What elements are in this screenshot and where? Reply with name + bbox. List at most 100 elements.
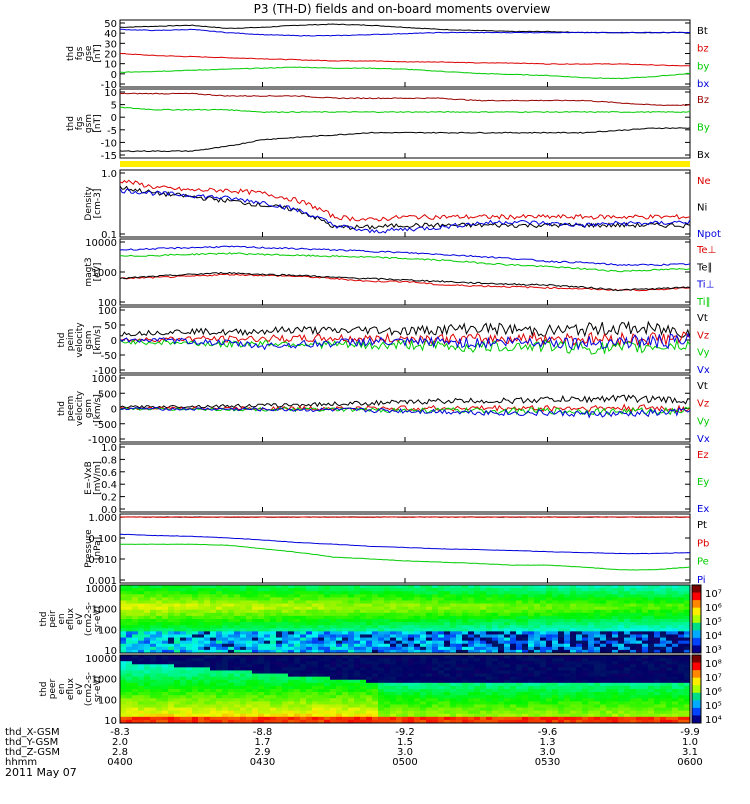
spectrogram-cell — [612, 674, 618, 677]
spectrogram-cell — [138, 689, 144, 692]
spectrogram-cell — [378, 594, 384, 597]
spectrogram-cell — [684, 655, 690, 658]
spectrogram-cell — [546, 714, 552, 717]
spectrogram-cell — [480, 631, 486, 634]
spectrogram-cell — [372, 585, 378, 588]
spectrogram-cell — [126, 641, 132, 644]
spectrogram-cell — [594, 677, 600, 680]
spectrogram-cell — [342, 588, 348, 591]
spectrogram-cell — [156, 638, 162, 641]
spectrogram-cell — [630, 644, 636, 647]
spectrogram-cell — [438, 625, 444, 628]
spectrogram-cell — [132, 695, 138, 698]
spectrogram-cell — [138, 641, 144, 644]
spectrogram-cell — [630, 701, 636, 704]
spectrogram-cell — [246, 607, 252, 610]
spectrogram-cell — [324, 670, 330, 673]
spectrogram-cell — [420, 600, 426, 603]
spectrogram-cell — [348, 680, 354, 683]
spectrogram-cell — [366, 631, 372, 634]
spectrogram-cell — [552, 701, 558, 704]
spectrogram-cell — [390, 698, 396, 701]
spectrogram-cell — [558, 625, 564, 628]
spectrogram-cell — [552, 711, 558, 714]
spectrogram-cell — [378, 717, 384, 720]
spectrogram-cell — [312, 711, 318, 714]
spectrogram-cell — [432, 613, 438, 616]
spectrogram-cell — [636, 686, 642, 689]
spectrogram-cell — [576, 683, 582, 686]
spectrogram-cell — [456, 689, 462, 692]
spectrogram-cell — [378, 631, 384, 634]
spectrogram-cell — [600, 661, 606, 664]
spectrogram-cell — [564, 670, 570, 673]
spectrogram-cell — [360, 634, 366, 637]
spectrogram-cell — [540, 683, 546, 686]
spectrogram-cell — [132, 616, 138, 619]
spectrogram-cell — [186, 661, 192, 664]
spectrogram-cell — [276, 634, 282, 637]
spectrogram-cell — [186, 695, 192, 698]
spectrogram-cell — [420, 616, 426, 619]
spectrogram-cell — [228, 644, 234, 647]
spectrogram-cell — [528, 661, 534, 664]
spectrogram-cell — [678, 661, 684, 664]
spectrogram-cell — [468, 714, 474, 717]
spectrogram-cell — [144, 661, 150, 664]
spectrogram-cell — [678, 597, 684, 600]
spectrogram-cell — [120, 695, 126, 698]
spectrogram-cell — [426, 704, 432, 707]
spectrogram-cell — [156, 667, 162, 670]
spectrogram-cell — [486, 634, 492, 637]
spectrogram-cell — [612, 711, 618, 714]
series-bx — [120, 29, 690, 36]
spectrogram-cell — [426, 661, 432, 664]
spectrogram-cell — [534, 692, 540, 695]
spectrogram-cell — [618, 683, 624, 686]
spectrogram-cell — [582, 625, 588, 628]
spectrogram-cell — [228, 625, 234, 628]
spectrogram-cell — [492, 708, 498, 711]
spectrogram-cell — [414, 585, 420, 588]
legend-entry: By — [697, 123, 710, 134]
spectrogram-cell — [276, 644, 282, 647]
spectrogram-cell — [624, 701, 630, 704]
spectrogram-cell — [432, 655, 438, 658]
spectrogram-cell — [228, 661, 234, 664]
spectrogram-cell — [270, 597, 276, 600]
spectrogram-cell — [426, 647, 432, 650]
spectrogram-cell — [372, 634, 378, 637]
y-tick-label: 1.000 — [88, 513, 117, 524]
spectrogram-cell — [420, 677, 426, 680]
spectrogram-cell — [138, 585, 144, 588]
spectrogram-cell — [240, 701, 246, 704]
spectrogram-cell — [462, 674, 468, 677]
spectrogram-cell — [582, 600, 588, 603]
spectrogram-cell — [426, 701, 432, 704]
y-tick-label: 1000 — [92, 605, 117, 616]
spectrogram-cell — [192, 655, 198, 658]
spectrogram-cell — [216, 638, 222, 641]
spectrogram-cell — [612, 677, 618, 680]
spectrogram-cell — [306, 708, 312, 711]
spectrogram-cell — [180, 683, 186, 686]
spectrogram-cell — [420, 680, 426, 683]
spectrogram-cell — [318, 661, 324, 664]
spectrogram-cell — [516, 613, 522, 616]
spectrogram-cell — [144, 634, 150, 637]
spectrogram-cell — [294, 588, 300, 591]
spectrogram-cell — [414, 689, 420, 692]
spectrogram-cell — [186, 708, 192, 711]
spectrogram-cell — [390, 600, 396, 603]
spectrogram-cell — [372, 622, 378, 625]
spectrogram-cell — [216, 695, 222, 698]
spectrogram-cell — [654, 655, 660, 658]
spectrogram-cell — [204, 711, 210, 714]
colorbar-segment — [692, 638, 701, 646]
spectrogram-cell — [162, 597, 168, 600]
spectrogram-cell — [450, 631, 456, 634]
spectrogram-cell — [216, 717, 222, 720]
spectrogram-cell — [378, 658, 384, 661]
spectrogram-cell — [282, 591, 288, 594]
spectrogram-cell — [678, 619, 684, 622]
